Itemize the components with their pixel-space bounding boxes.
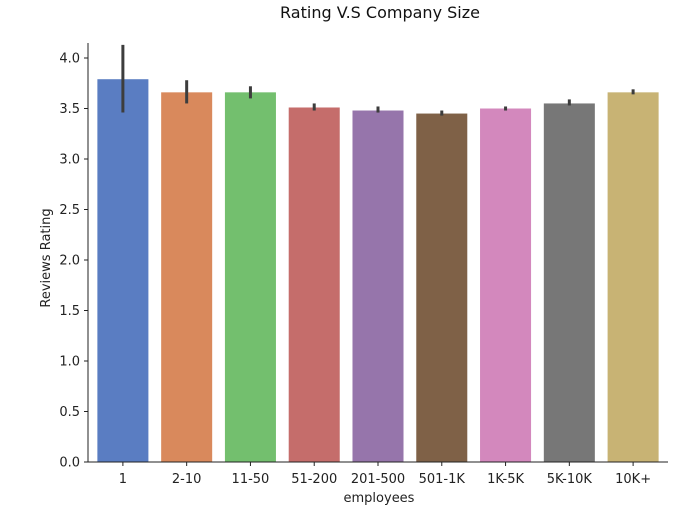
x-tick-label: 51-200 xyxy=(291,472,337,487)
x-axis-label: employees xyxy=(344,491,415,506)
x-tick-label: 11-50 xyxy=(232,472,270,487)
x-tick-label: 5K-10K xyxy=(547,472,593,487)
y-tick-label: 0.0 xyxy=(59,456,80,471)
y-tick-label: 3.0 xyxy=(59,153,80,168)
y-tick-label: 2.5 xyxy=(59,203,80,218)
y-tick-label: 4.0 xyxy=(59,52,80,67)
bar-501-1K xyxy=(416,113,468,463)
bar-11-50 xyxy=(224,92,276,462)
y-ticks-group: 0.0 0.5 1.0 1.5 2.0 2.5 3.0 3.5 4.0 xyxy=(59,52,88,471)
chart-title: Rating V.S Company Size xyxy=(280,3,480,22)
x-tick-label: 1 xyxy=(119,472,127,487)
x-tick-label: 201-500 xyxy=(351,472,405,487)
bar-1K-5K xyxy=(480,108,532,462)
y-tick-label: 2.0 xyxy=(59,254,80,269)
x-ticks-group: 1 2-10 11-50 51-200 201-500 501-1K 1K-5K 5K-10K… xyxy=(119,462,651,487)
x-tick-label: 2-10 xyxy=(172,472,202,487)
x-tick-label: 1K-5K xyxy=(487,472,524,487)
bar-51-200 xyxy=(288,107,340,463)
bar-1 xyxy=(97,79,149,463)
y-axis-label: Reviews Rating xyxy=(39,208,54,307)
error-bars-group xyxy=(121,44,635,116)
bar-5K-10K xyxy=(543,103,595,462)
bar-2-10 xyxy=(161,92,213,462)
bars-group xyxy=(97,79,659,463)
x-tick-label: 10K+ xyxy=(615,472,651,487)
y-tick-label: 3.5 xyxy=(59,102,80,117)
x-tick-label: 501-1K xyxy=(419,472,466,487)
bar-201-500 xyxy=(352,110,404,463)
y-tick-label: 1.0 xyxy=(59,355,80,370)
y-tick-label: 1.5 xyxy=(59,304,80,319)
bar-10K+ xyxy=(607,92,659,462)
y-tick-label: 0.5 xyxy=(59,405,80,420)
